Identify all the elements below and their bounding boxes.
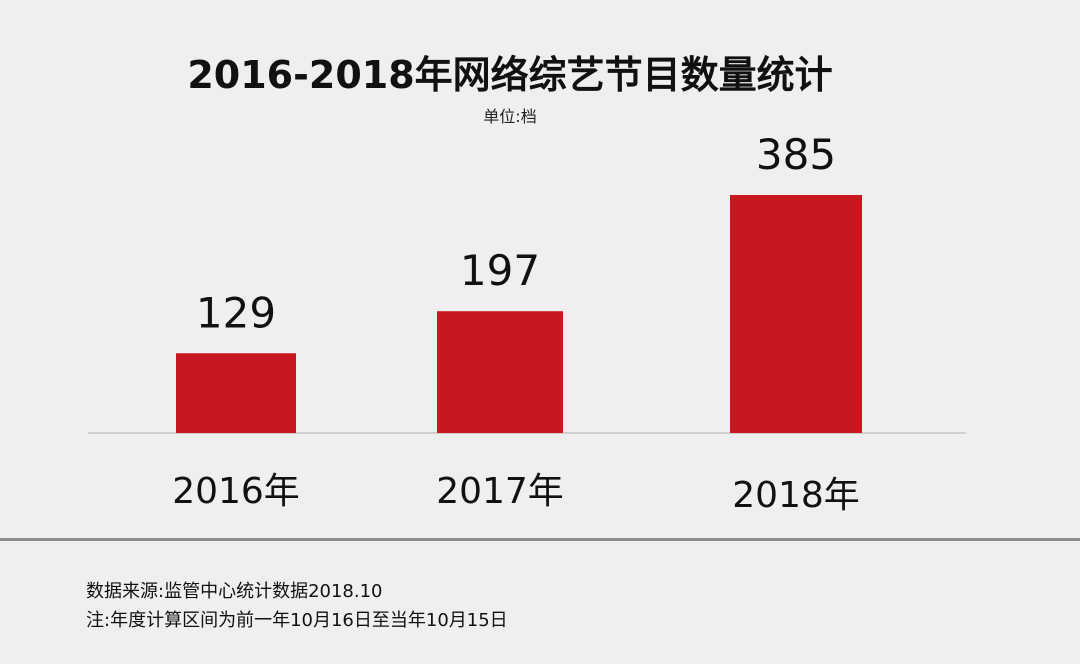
value-label: 129	[196, 288, 276, 337]
category-label: 2017年	[436, 471, 564, 512]
footer-divider	[0, 538, 1080, 541]
period-note: 注:年度计算区间为前一年10月16日至当年10月15日	[86, 610, 508, 631]
bar-group: 129 2016年 197 2017年 385 2018年	[172, 130, 862, 516]
value-label: 197	[460, 246, 540, 295]
bar-2016年	[176, 353, 296, 433]
data-source-note: 数据来源:监管中心统计数据2018.10	[86, 581, 383, 602]
bar-2018年	[730, 195, 862, 433]
chart-title: 2016-2018年网络综艺节目数量统计	[187, 53, 833, 97]
category-label: 2016年	[172, 471, 300, 512]
category-label: 2018年	[732, 475, 860, 516]
chart-unit: 单位:档	[483, 107, 537, 126]
bar-2017年	[437, 311, 563, 433]
value-label: 385	[756, 130, 836, 179]
bar-chart: 129 2016年 197 2017年 385 2018年	[88, 130, 966, 516]
